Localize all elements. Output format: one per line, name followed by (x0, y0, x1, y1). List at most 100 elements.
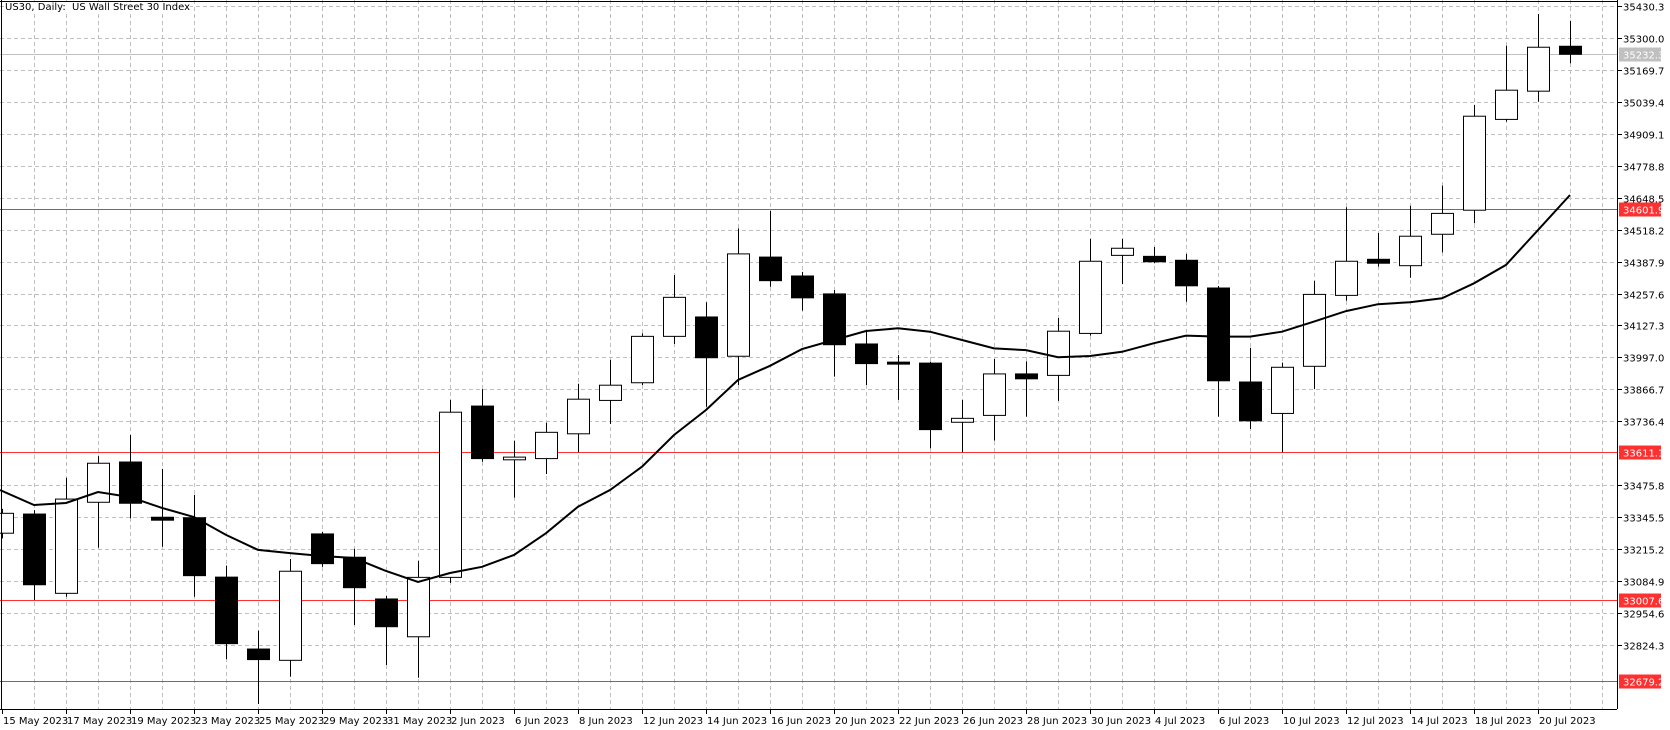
candle-bearish (1175, 259, 1198, 287)
candle-bearish (1239, 381, 1262, 422)
candle-bullish (279, 570, 302, 661)
candle-bearish (695, 316, 718, 359)
y-tick-label: 35039.4 (1623, 99, 1664, 110)
x-tick-label: 15 May 2023 (3, 716, 68, 727)
x-tick-label: 6 Jun 2023 (515, 716, 569, 727)
level-price-label-box (1619, 593, 1661, 608)
bid-price-label: 35232.3 (1623, 51, 1664, 62)
x-tick-label: 18 Jul 2023 (1475, 716, 1532, 727)
candle-bullish (631, 335, 654, 384)
y-tick-label: 35300.0 (1623, 35, 1664, 46)
y-tick-label: 32954.6 (1623, 610, 1664, 621)
y-tick-label: 33215.2 (1623, 546, 1664, 557)
y-tick-label: 34518.2 (1623, 227, 1664, 238)
level-price-label: 34601.9 (1623, 206, 1664, 217)
y-tick-label: 34257.6 (1623, 291, 1664, 302)
candle-bullish (1111, 247, 1134, 256)
candle-bullish (87, 462, 110, 503)
candle-bullish (567, 398, 590, 435)
x-tick-label: 19 May 2023 (131, 716, 196, 727)
bid-price-label-box (1619, 47, 1661, 62)
candle-bearish (1143, 255, 1166, 263)
candle-bullish (535, 431, 558, 460)
y-tick-label: 32824.3 (1623, 642, 1664, 653)
candle-bullish (55, 498, 78, 594)
x-tick-label: 16 Jun 2023 (771, 716, 831, 727)
x-tick-label: 8 Jun 2023 (579, 716, 633, 727)
candle-bullish (1047, 330, 1070, 376)
x-tick-label: 14 Jul 2023 (1411, 716, 1468, 727)
candle-bearish (215, 576, 238, 645)
x-tick-label: 29 May 2023 (323, 716, 388, 727)
x-tick-label: 28 Jun 2023 (1027, 716, 1087, 727)
y-tick-label: 34909.1 (1623, 131, 1664, 142)
y-tick-label: 35169.7 (1623, 67, 1664, 78)
level-price-label: 32679.2 (1623, 678, 1664, 689)
candle-bearish (1559, 45, 1582, 55)
candle-bearish (1015, 373, 1038, 380)
candle-bearish (375, 598, 398, 628)
level-price-label: 33611.1 (1623, 449, 1664, 460)
candle-bearish (471, 405, 494, 460)
candle-bearish (855, 343, 878, 365)
candle-bearish (919, 362, 942, 431)
y-tick-label: 34387.9 (1623, 259, 1664, 270)
y-tick-label: 33736.4 (1623, 418, 1664, 429)
x-tick-label: 20 Jul 2023 (1539, 716, 1596, 727)
level-price-label-box (1619, 445, 1661, 460)
level-price-label-box (1619, 674, 1661, 689)
x-tick-label: 23 May 2023 (195, 716, 260, 727)
candle-bullish (1335, 260, 1358, 296)
x-tick-label: 20 Jun 2023 (835, 716, 895, 727)
y-tick-label: 33475.8 (1623, 482, 1664, 493)
candle-bearish (151, 516, 174, 521)
candle-bearish (1367, 258, 1390, 264)
candle-bullish (1079, 260, 1102, 334)
y-tick-label: 33345.5 (1623, 514, 1664, 525)
candle-bearish (887, 361, 910, 365)
chart-title: US30, Daily: US Wall Street 30 Index (5, 2, 191, 13)
candle-bearish (823, 293, 846, 346)
candle-bearish (23, 513, 46, 586)
x-tick-label: 10 Jul 2023 (1283, 716, 1340, 727)
x-tick-label: 12 Jul 2023 (1347, 716, 1404, 727)
x-tick-label: 17 May 2023 (67, 716, 132, 727)
x-tick-label: 4 Jul 2023 (1155, 716, 1205, 727)
candle-bullish (1399, 235, 1422, 267)
candle-bullish (1271, 366, 1294, 414)
y-tick-label: 33084.9 (1623, 578, 1664, 589)
candle-bullish (951, 417, 974, 423)
candle-bullish (1303, 293, 1326, 367)
candle-bearish (311, 533, 334, 565)
y-tick-label: 34127.3 (1623, 322, 1664, 333)
candle-bullish (1463, 115, 1486, 211)
candle-bullish (1527, 46, 1550, 92)
candle-bearish (1207, 287, 1230, 382)
candle-bullish (1431, 212, 1454, 235)
candle-bearish (791, 275, 814, 299)
x-tick-label: 2 Jun 2023 (451, 716, 505, 727)
x-tick-label: 22 Jun 2023 (899, 716, 959, 727)
moving-average-line (0, 194, 1571, 584)
candle-bullish (407, 576, 430, 638)
candle-bearish (247, 648, 270, 661)
x-tick-label: 12 Jun 2023 (643, 716, 703, 727)
candle-bullish (599, 384, 622, 401)
y-tick-label: 34648.5 (1623, 195, 1664, 206)
y-tick-label: 33997.0 (1623, 354, 1664, 365)
candle-bullish (727, 253, 750, 357)
x-tick-label: 30 Jun 2023 (1091, 716, 1151, 727)
candle-bullish (1495, 89, 1518, 120)
candle-bullish (983, 373, 1006, 416)
level-price-label: 33007.6 (1623, 597, 1664, 608)
level-price-label-box (1619, 202, 1661, 217)
x-tick-label: 31 May 2023 (387, 716, 452, 727)
y-tick-label: 35430.3 (1623, 3, 1664, 14)
candle-bullish (439, 411, 462, 578)
candle-bullish (0, 512, 14, 534)
x-tick-label: 6 Jul 2023 (1219, 716, 1269, 727)
candle-bullish (663, 296, 686, 337)
candle-bearish (119, 461, 142, 504)
y-tick-label: 34778.8 (1623, 163, 1664, 174)
